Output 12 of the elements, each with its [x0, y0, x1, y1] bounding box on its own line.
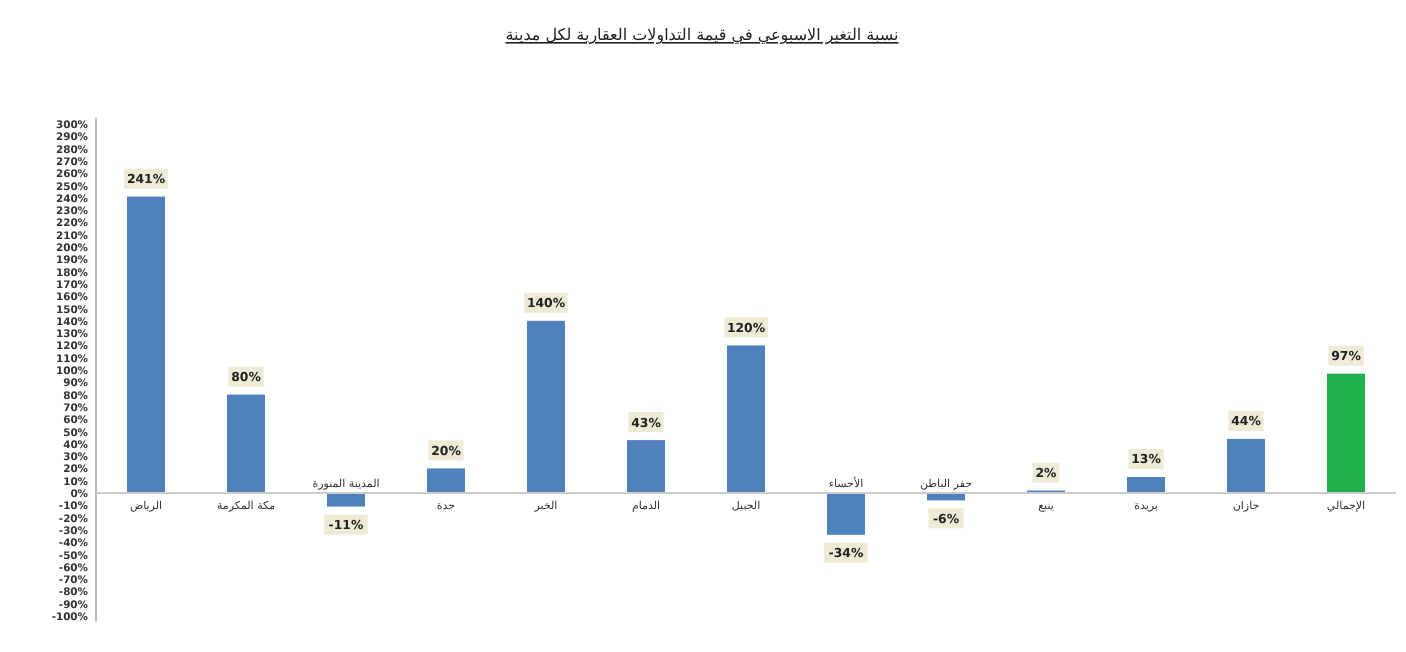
bar [127, 196, 165, 493]
bar [1327, 373, 1365, 493]
chart-title: نسبة التغير الاسبوعي في قيمة التداولات العقارية لكل مدينة [505, 26, 899, 44]
bar [227, 394, 265, 493]
bar [727, 345, 765, 493]
bar [1227, 438, 1265, 493]
bar [1127, 477, 1165, 493]
bar [627, 440, 665, 493]
bar [827, 493, 865, 535]
bar [327, 493, 365, 507]
bar [427, 468, 465, 493]
bar [527, 320, 565, 493]
